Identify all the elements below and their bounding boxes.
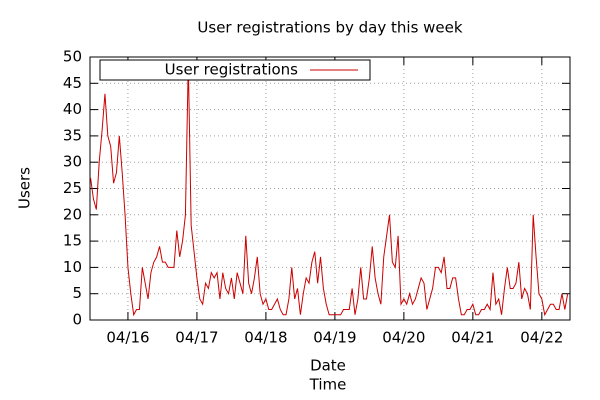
y-tick-label: 30 [63, 153, 82, 171]
x-tick-label: 04/21 [451, 329, 494, 347]
chart-title: User registrations by day this week [197, 19, 462, 37]
y-tick-label: 20 [63, 205, 82, 223]
x-tick-label: 04/17 [175, 329, 218, 347]
y-tick-label: 50 [63, 48, 82, 66]
y-axis-label: Users [16, 167, 34, 209]
y-tick-label: 15 [63, 232, 82, 250]
y-tick-label: 10 [63, 258, 82, 276]
x-tick-label: 04/22 [520, 329, 563, 347]
y-tick-label: 25 [63, 179, 82, 197]
x-axis-label: Date [310, 357, 346, 375]
legend-label: User registrations [165, 61, 299, 79]
y-tick-label: 45 [63, 74, 82, 92]
y-tick-label: 5 [72, 284, 82, 302]
y-tick-label: 40 [63, 100, 82, 118]
y-tick-label: 0 [72, 311, 82, 329]
x-tick-label: 04/16 [106, 329, 149, 347]
x-tick-label: 04/19 [313, 329, 356, 347]
y-tick-label: 35 [63, 126, 82, 144]
x-tick-label: 04/20 [382, 329, 425, 347]
data-line [90, 62, 569, 317]
x-axis-label: Time [309, 376, 347, 394]
plot-frame [89, 56, 571, 321]
legend-box [99, 59, 371, 81]
x-tick-label: 04/18 [244, 329, 287, 347]
